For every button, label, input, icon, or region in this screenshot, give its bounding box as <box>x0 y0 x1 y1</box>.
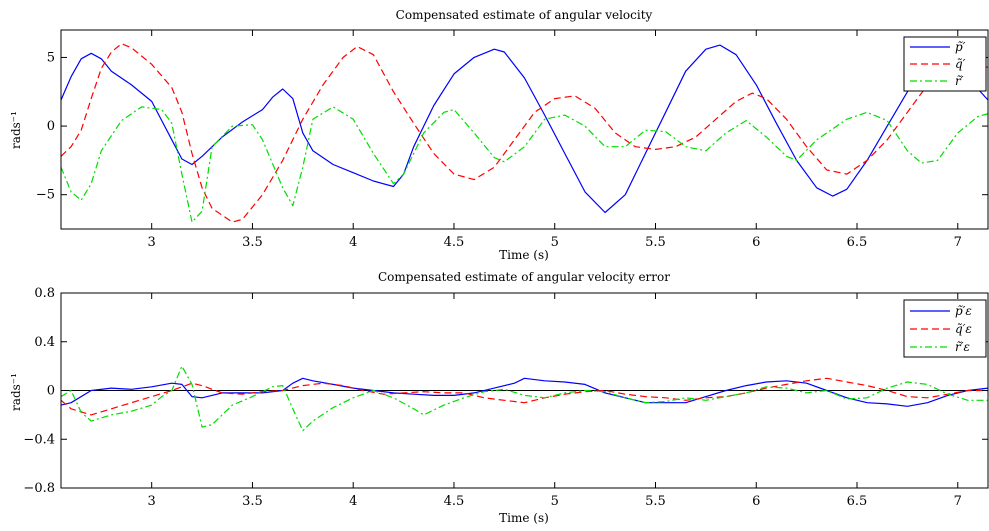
legend: p̃′ε q̃′ε r̃′ε <box>903 299 987 358</box>
x-tick-label: 6.5 <box>847 494 868 509</box>
legend-label-p: p̃′ε <box>955 304 972 318</box>
series-lines <box>61 43 988 223</box>
x-tick-label: 5 <box>551 235 559 250</box>
x-tick-label: 6 <box>752 494 760 509</box>
x-tick-label: 6 <box>752 235 760 250</box>
x-axis-ticks: 3 3.5 4 4.5 5 5.5 6 6.5 7 <box>148 30 962 250</box>
series-line-r <box>61 365 988 432</box>
x-tick-label: 7 <box>954 235 962 250</box>
x-tick-label: 5.5 <box>645 494 666 509</box>
y-tick-label: 5 <box>47 50 55 65</box>
x-axis-label: Time (s) <box>499 511 549 525</box>
y-tick-label: 0.4 <box>34 335 55 350</box>
y-tick-label: −5 <box>36 188 55 203</box>
y-tick-label: −0.8 <box>23 481 55 496</box>
legend-label-q: q̃′ε <box>955 322 972 336</box>
series-line-p <box>61 44 988 214</box>
legend-label-p: p̃′ <box>955 40 966 54</box>
x-tick-label: 7 <box>954 494 962 509</box>
x-tick-label: 3 <box>148 235 156 250</box>
x-tick-label: 3.5 <box>242 494 263 509</box>
y-tick-label: 0 <box>47 119 55 134</box>
plot-area <box>60 29 989 230</box>
series-line-r <box>61 106 988 223</box>
legend-label-q: q̃′ <box>955 57 966 71</box>
legend-label-r: r̃′ε <box>955 340 970 354</box>
angular-velocity-chart: Compensated estimate of angular velocity… <box>9 8 989 262</box>
y-tick-label: 0.8 <box>34 286 55 301</box>
axes-box <box>60 29 989 230</box>
x-axis-ticks: 3 3.5 4 4.5 5 5.5 6 6.5 7 <box>148 293 962 509</box>
y-axis-label: rads⁻¹ <box>9 373 23 411</box>
series-lines <box>61 365 988 432</box>
x-tick-label: 4 <box>349 494 357 509</box>
legend: p̃′ q̃′ r̃′ <box>903 36 987 92</box>
y-axis-label: rads⁻¹ <box>9 111 23 149</box>
plot-area <box>60 292 989 489</box>
angular-velocity-error-chart: Compensated estimate of angular velocity… <box>9 270 989 525</box>
x-tick-label: 5.5 <box>645 235 666 250</box>
chart-title: Compensated estimate of angular velocity <box>396 8 653 22</box>
legend-label-r: r̃′ <box>955 74 964 88</box>
y-tick-label: −0.4 <box>23 432 55 447</box>
x-tick-label: 5 <box>551 494 559 509</box>
x-tick-label: 6.5 <box>847 235 868 250</box>
series-line-q <box>61 377 988 416</box>
x-axis-label: Time (s) <box>499 248 549 262</box>
x-tick-label: 4 <box>349 235 357 250</box>
chart-title: Compensated estimate of angular velocity… <box>378 270 670 284</box>
y-axis-ticks: −0.8 −0.4 0 0.4 0.8 <box>23 286 988 496</box>
x-tick-label: 4.5 <box>444 494 465 509</box>
x-tick-label: 3.5 <box>242 235 263 250</box>
x-tick-label: 3 <box>148 494 156 509</box>
x-tick-label: 4.5 <box>444 235 465 250</box>
y-tick-label: 0 <box>47 384 55 399</box>
series-line-q <box>61 43 988 223</box>
